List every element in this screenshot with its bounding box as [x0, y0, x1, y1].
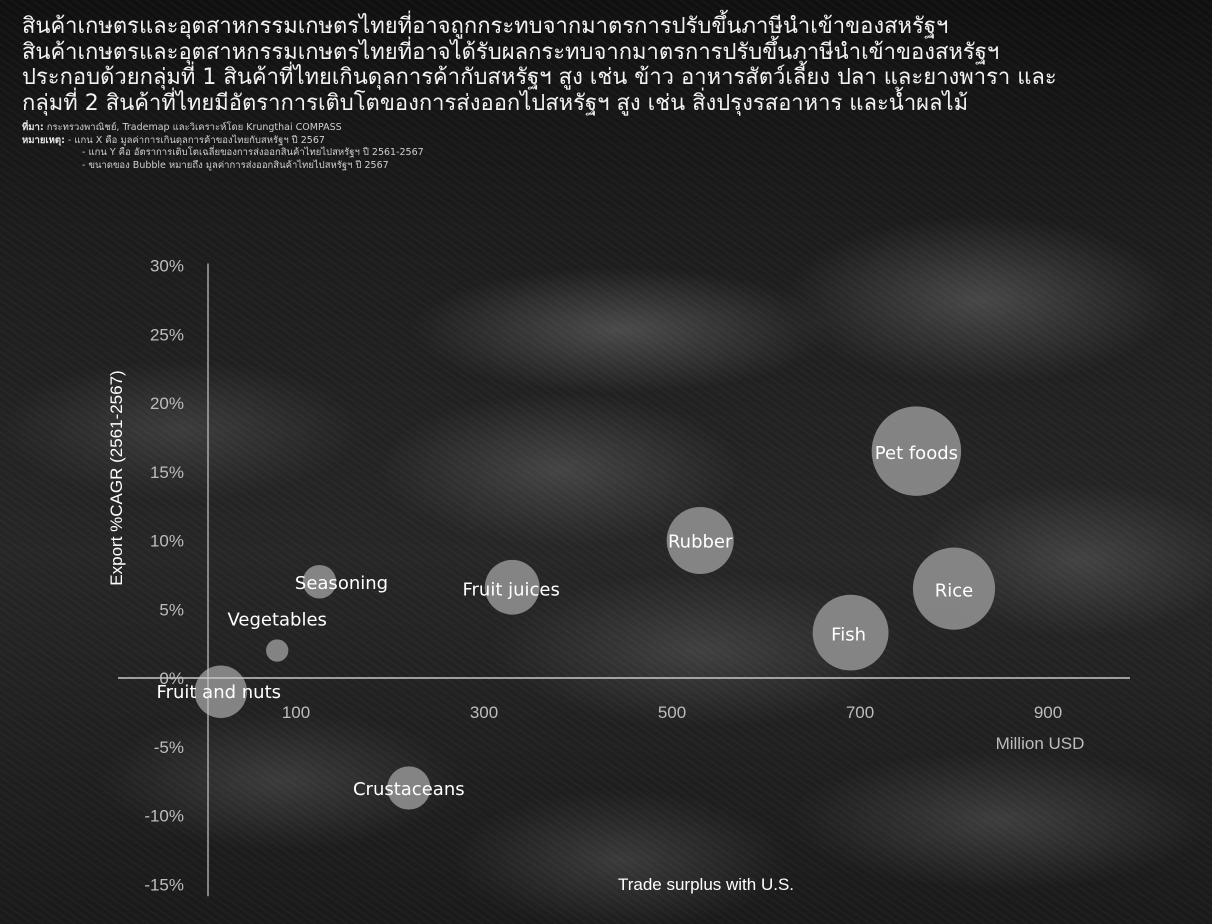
- bubble: [912, 547, 996, 630]
- bubbles: [194, 406, 996, 810]
- note-label: หมายเหตุ:: [22, 134, 65, 146]
- x-tick-label: 900: [1034, 703, 1062, 722]
- source-text: กระทรวงพาณิชย์, Trademap และวิเคราะห์โดย…: [43, 122, 342, 133]
- x-tick-label: 700: [846, 703, 874, 722]
- y-tick-label: 5%: [159, 600, 184, 619]
- bubble: [302, 564, 337, 599]
- note-line-2: - แกน Y คือ อัตราการเติบโตเฉลี่ยของการส่…: [82, 147, 424, 158]
- title-line-4: กลุ่มที่ 2 สินค้าที่ไทยมีอัตราการเติบโตข…: [22, 90, 969, 116]
- y-tick-label: -10%: [144, 807, 184, 826]
- axes: 30% 25% 20% 15% 10% 5% 0% -5% -10% -15% 100 300 500 7…: [107, 257, 1130, 897]
- x-tick-label: 500: [658, 703, 686, 722]
- bubble-label: Fruit juices: [462, 579, 559, 600]
- note-line-3: - ขนาดของ Bubble หมายถึง มูลค่าการส่งออก…: [82, 159, 389, 171]
- header: สินค้าเกษตรและอุตสาหกรรมเกษตรไทยที่อาจถู…: [22, 14, 1202, 172]
- x-axis-title: Trade surplus with U.S.: [618, 875, 794, 894]
- x-unit-label: Million USD: [996, 734, 1085, 753]
- bubble-label: Crustaceans: [353, 779, 465, 800]
- title-line-2: สินค้าเกษตรและอุตสาหกรรมเกษตรไทยที่อาจได…: [22, 39, 1000, 65]
- bubble: [871, 406, 962, 496]
- bubble-label: Vegetables: [227, 610, 326, 631]
- bubble-label: Fish: [831, 625, 866, 646]
- x-tick-label: 100: [282, 703, 310, 722]
- y-axis-title: Export %CAGR (2561-2567): [107, 370, 126, 585]
- source-note: ที่มา: กระทรวงพาณิชย์, Trademap และวิเคร…: [22, 122, 1202, 172]
- bubble: [666, 506, 734, 575]
- bubble-label: Fruit and nuts: [157, 682, 281, 703]
- bubble-label: Seasoning: [295, 573, 388, 594]
- source-label: ที่มา:: [22, 122, 44, 133]
- note-text-1: - แกน X คือ มูลค่าการเกินดุลการค้าของไทย…: [64, 134, 325, 146]
- note-line-1: หมายเหตุ: - แกน X คือ มูลค่าการเกินดุลกา…: [22, 135, 1202, 148]
- bubble-label: Rubber: [668, 532, 733, 553]
- bubble: [812, 594, 889, 671]
- source-line: ที่มา: กระทรวงพาณิชย์, Trademap และวิเคร…: [22, 122, 1202, 135]
- bubble: [484, 559, 540, 615]
- y-tick-label: 15%: [150, 463, 184, 482]
- y-tick-label: 0%: [159, 669, 184, 688]
- y-tick-label: 10%: [150, 532, 184, 551]
- x-tick-label: 300: [470, 703, 498, 722]
- bubble-labels: Pet foods Rice Fish Rubber Fruit juices Seaso…: [157, 443, 974, 800]
- y-tick-label: -15%: [144, 875, 184, 894]
- bubble-label: Rice: [935, 581, 973, 602]
- title-line-1: สินค้าเกษตรและอุตสาหกรรมเกษตรไทยที่อาจถู…: [22, 14, 949, 39]
- y-tick-label: 20%: [150, 394, 184, 413]
- y-tick-label: 30%: [150, 257, 184, 276]
- title-line-3: ประกอบด้วยกลุ่มที่ 1 สินค้าที่ไทยเกินดุล…: [22, 65, 1057, 90]
- bubble: [387, 766, 431, 810]
- y-tick-label: -5%: [154, 738, 184, 757]
- bubble-label: Pet foods: [875, 443, 958, 464]
- bubble: [266, 639, 289, 662]
- y-tick-label: 25%: [150, 325, 184, 344]
